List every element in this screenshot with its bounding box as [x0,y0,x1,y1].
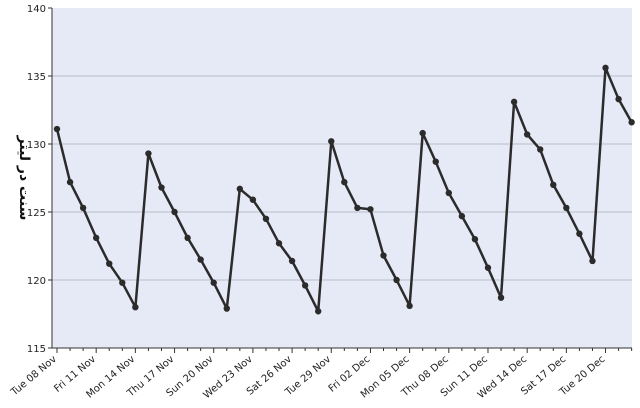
data-point [237,186,243,192]
data-point [250,197,256,203]
data-point [211,280,217,286]
data-point [433,158,439,164]
data-point [589,258,595,264]
data-point [224,305,230,311]
data-point [446,190,452,196]
data-point [393,277,399,283]
data-point [315,308,321,314]
data-point [524,131,530,137]
data-point [302,282,308,288]
data-point [419,130,425,136]
data-point [472,236,478,242]
data-point [511,99,517,105]
y-tick-label: 140 [27,4,46,15]
data-point [485,265,491,271]
data-point [197,256,203,262]
data-point [132,304,138,310]
data-point [171,209,177,215]
data-point [576,231,582,237]
data-point [563,205,569,211]
data-point [328,138,334,144]
data-point [263,216,269,222]
y-axis-label: سنت در لیتر [16,135,32,221]
data-point [106,260,112,266]
data-point [602,65,608,71]
data-point [80,205,86,211]
data-point [93,235,99,241]
data-point [615,96,621,102]
data-point [354,205,360,211]
data-point [628,119,634,125]
data-point [158,184,164,190]
data-point [498,294,504,300]
y-tick-label: 115 [27,344,46,355]
data-point [119,280,125,286]
data-point [406,303,412,309]
data-point [184,235,190,241]
data-point [380,252,386,258]
y-tick-label: 135 [27,72,46,83]
data-point [145,150,151,156]
data-point [537,146,543,152]
data-point [289,258,295,264]
data-point [54,126,60,132]
data-point [67,179,73,185]
data-point [276,240,282,246]
y-tick-label: 120 [27,276,46,287]
data-point [459,213,465,219]
data-point [341,179,347,185]
x-tick-label: Tue 08 Nov [8,354,59,399]
data-point [550,182,556,188]
data-point [367,206,373,212]
